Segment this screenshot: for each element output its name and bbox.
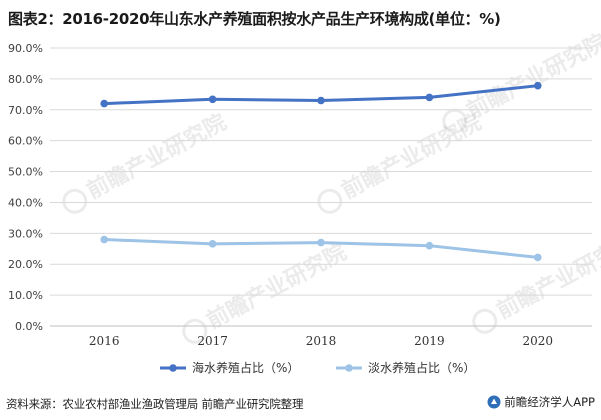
brand-name: 前瞻经济学人APP (504, 395, 595, 409)
data-point (534, 81, 542, 90)
legend: 海水养殖占比（%） 淡水养殖占比（%） (160, 360, 475, 375)
watermark-text: 前瞻产业研究院 (202, 239, 350, 334)
data-point (100, 99, 108, 108)
watermark-1: 前瞻产业研究院 (317, 109, 486, 214)
grid-lines (50, 47, 592, 327)
watermark-2: 前瞻产业研究院 (472, 229, 601, 334)
data-point (317, 238, 325, 247)
y-tick-label: 20.0% (8, 258, 43, 271)
data-point (317, 96, 325, 105)
data-point (208, 240, 217, 248)
legend-label-1: 淡水养殖占比（%） (368, 360, 475, 375)
y-tick-label: 40.0% (8, 196, 43, 209)
source-note: 资料来源：农业农村部渔业渔政管理局 前瞻产业研究院整理 (6, 397, 304, 411)
watermark-text: 前瞻产业研究院 (492, 229, 601, 324)
watermark-0: 前瞻产业研究院 (62, 109, 231, 214)
y-tick-label: 90.0% (8, 42, 43, 55)
x-tick-label: 2020 (523, 334, 554, 348)
watermark-logo-icon (472, 308, 498, 334)
series-layer (100, 81, 542, 262)
data-point (100, 235, 108, 244)
brand-logo-icon (487, 395, 501, 409)
legend-marker-0 (169, 364, 177, 372)
y-tick-label: 30.0% (8, 227, 43, 240)
watermark-text: 前瞻产业研究院 (337, 109, 485, 204)
watermark-logo-icon (62, 188, 88, 214)
y-tick-label: 50.0% (8, 166, 43, 179)
x-tick-label: 2019 (414, 334, 445, 348)
data-point (425, 93, 434, 102)
y-tick-label: 10.0% (8, 289, 43, 302)
watermark-3: 前瞻产业研究院 (182, 239, 351, 344)
watermark-text: 前瞻产业研究院 (82, 109, 230, 204)
legend-marker-1 (345, 364, 353, 372)
data-point (534, 253, 542, 262)
y-tick-label: 70.0% (8, 104, 43, 117)
y-tick-label: 0.0% (15, 320, 43, 333)
chart-title: 图表2：2016-2020年山东水产养殖面积按水产品生产环境构成(单位：%) (8, 10, 501, 28)
brand: 前瞻经济学人APP (487, 394, 595, 410)
y-axis: 0.0% 10.0% 20.0% 30.0% 40.0% 50.0% 60.0% 70.0% 8… (8, 42, 43, 333)
data-point (425, 241, 434, 250)
y-tick-label: 80.0% (8, 73, 43, 86)
watermark-logo-icon (442, 108, 468, 134)
y-tick-label: 60.0% (8, 135, 43, 148)
x-tick-label: 2018 (306, 334, 337, 348)
watermark-logo-icon (317, 188, 343, 214)
x-tick-label: 2017 (197, 334, 228, 348)
legend-label-0: 海水养殖占比（%） (192, 360, 299, 375)
x-tick-label: 2016 (89, 334, 120, 348)
x-axis: 2016 2017 2018 2019 2020 (89, 334, 553, 348)
data-point (208, 95, 217, 104)
